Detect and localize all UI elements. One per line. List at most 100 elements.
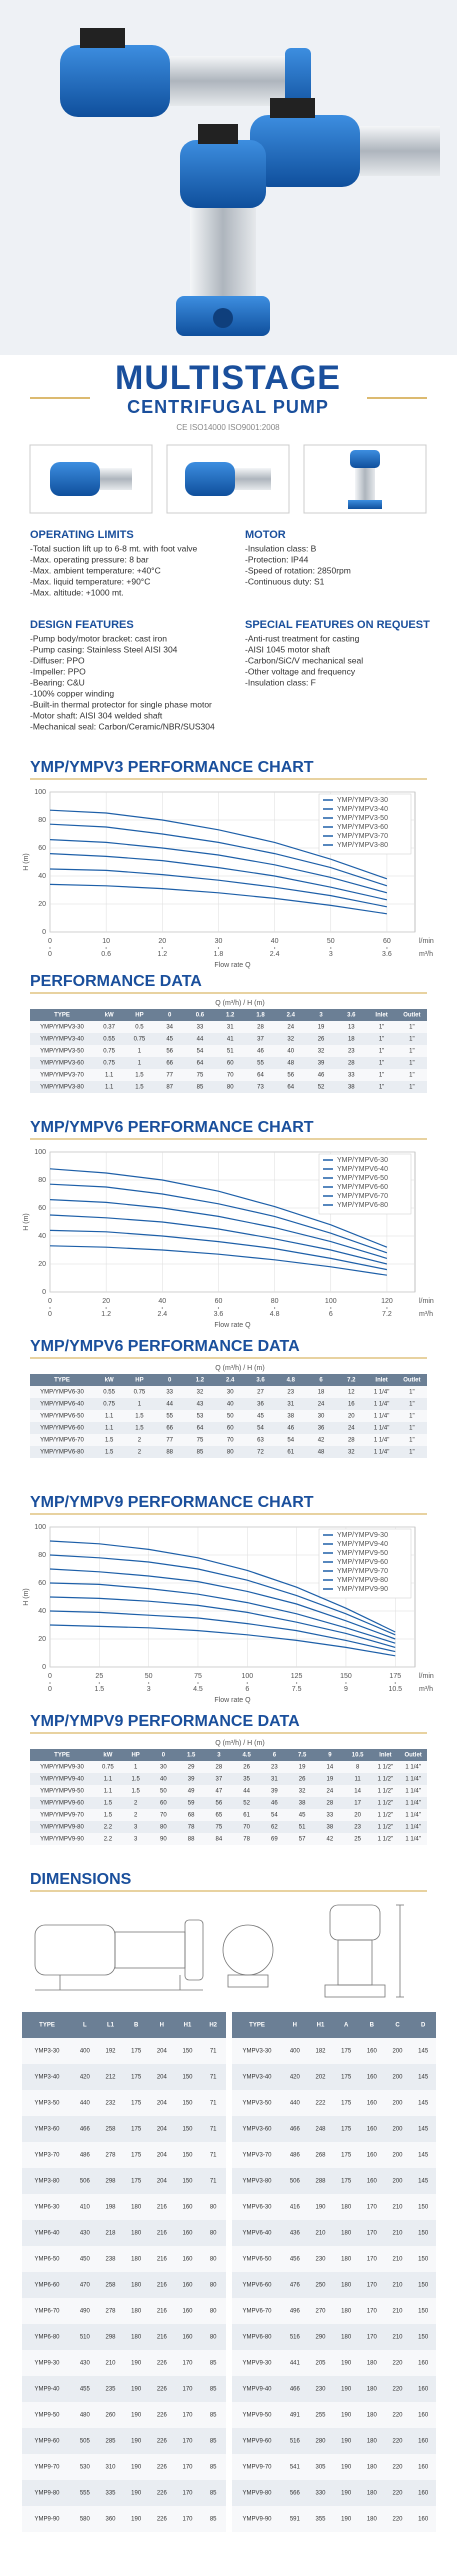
x-tick-label: 25	[95, 1673, 103, 1680]
table-header-cell: Inlet	[375, 1378, 387, 1384]
table-cell: 24	[287, 1025, 294, 1031]
table-cell: 220	[392, 2517, 403, 2523]
table-cell: 78	[243, 1837, 250, 1843]
table-cell: 510	[80, 2335, 91, 2341]
table-cell: 3	[134, 1825, 138, 1831]
table-row	[232, 2402, 436, 2428]
table-cell: 180	[341, 2309, 352, 2315]
table-cell: 204	[157, 2049, 168, 2055]
table-cell: 1.5	[104, 1801, 113, 1807]
table-cell: 198	[105, 2205, 116, 2211]
table-cell: 190	[131, 2491, 142, 2497]
x-tick-label: 150	[340, 1673, 352, 1680]
x-tick-label: 80	[271, 1298, 279, 1305]
table-cell: YMP6-30	[34, 2205, 60, 2211]
table-header-cell: H1	[184, 2023, 192, 2029]
dimension-drawing	[34, 1904, 404, 1998]
table-cell: 555	[80, 2491, 91, 2497]
table-header-cell: 4.5	[242, 1753, 251, 1759]
table-cell: 210	[315, 2231, 326, 2237]
table-cell: 66	[166, 1426, 173, 1432]
table-cell: 36	[318, 1426, 325, 1432]
table-header-cell: 0.6	[196, 1013, 205, 1019]
table-cell: 190	[341, 2465, 352, 2471]
table-cell: 220	[392, 2361, 403, 2367]
table-row	[232, 2298, 436, 2324]
table-cell: 88	[166, 1450, 173, 1456]
table-cell: YMPV6-30	[242, 2205, 272, 2211]
table-header-cell: 10.5	[352, 1753, 364, 1759]
x2-unit: m³/h	[419, 951, 433, 958]
table-cell: YMP6-60	[34, 2283, 60, 2289]
table-cell: 170	[182, 2491, 193, 2497]
table-cell: 2	[138, 1438, 142, 1444]
x2-tick-label: 4.8	[270, 1311, 280, 1318]
table-cell: 84	[216, 1837, 223, 1843]
table-cell: YMPV9-90	[242, 2517, 272, 2523]
table-cell: 47	[216, 1789, 223, 1795]
table-cell: 28	[348, 1438, 355, 1444]
table-row	[30, 1821, 427, 1833]
section-title: DESIGN FEATURES	[30, 619, 134, 631]
table-cell: 1 1/4"	[405, 1777, 420, 1783]
table-cell: 466	[290, 2127, 301, 2133]
table-cell: 1"	[409, 1037, 414, 1043]
table-cell: 430	[80, 2361, 91, 2367]
table-cell: 37	[257, 1037, 264, 1043]
table-cell: 1.1	[105, 1085, 114, 1091]
table-row	[22, 2168, 226, 2194]
hero-image	[0, 0, 457, 355]
table-cell: 466	[290, 2387, 301, 2393]
table-row	[22, 2272, 226, 2298]
y-tick-label: 80	[38, 1177, 46, 1184]
table-cell: 60	[227, 1426, 234, 1432]
table-cell: 180	[131, 2335, 142, 2341]
table-cell: 180	[367, 2465, 378, 2471]
table-cell: 150	[418, 2309, 429, 2315]
table-row	[232, 2272, 436, 2298]
y-tick-label: 60	[38, 1205, 46, 1212]
section-item: -100% copper winding	[30, 688, 114, 698]
table-cell: 160	[418, 2517, 429, 2523]
page-subtitle: CENTRIFUGAL PUMP	[127, 397, 329, 417]
section-item: -Bearing: C&U	[30, 677, 85, 687]
table-cell: 1"	[409, 1450, 414, 1456]
table-cell: YMP/YMPV3-70	[40, 1073, 84, 1079]
table-cell: 3	[134, 1837, 138, 1843]
table-cell: 28	[348, 1061, 355, 1067]
table-cell: 1"	[409, 1085, 414, 1091]
table-header-cell: kW	[103, 1753, 112, 1759]
table-cell: 45	[257, 1414, 264, 1420]
x-tick-label: 120	[381, 1298, 393, 1305]
table-cell: 29	[188, 1765, 195, 1771]
curve	[49, 1245, 388, 1276]
table-cell: 182	[315, 2049, 326, 2055]
table-cell: 486	[290, 2153, 301, 2159]
table-cell: 566	[290, 2491, 301, 2497]
section-item: -Speed of rotation: 2850rpm	[245, 565, 351, 575]
table-cell: 80	[227, 1450, 234, 1456]
table-cell: 1"	[409, 1426, 414, 1432]
table-cell: 258	[105, 2283, 116, 2289]
x-unit: l/min	[419, 938, 434, 945]
table-cell: 204	[157, 2153, 168, 2159]
table-cell: 38	[299, 1801, 306, 1807]
table-cell: 310	[105, 2465, 116, 2471]
table-cell: 28	[327, 1801, 334, 1807]
table-cell: 226	[157, 2465, 168, 2471]
table-cell: 160	[367, 2179, 378, 2185]
table-cell: 71	[210, 2127, 217, 2133]
table-cell: 1.5	[105, 1438, 114, 1444]
table-cell: 180	[341, 2231, 352, 2237]
table-cell: YMP9-80	[34, 2491, 60, 2497]
table-cell: 205	[315, 2361, 326, 2367]
table-cell: YMP9-70	[34, 2465, 60, 2471]
table-cell: 420	[80, 2075, 91, 2081]
table-cell: 2.2	[104, 1837, 113, 1843]
table-row	[30, 1422, 427, 1434]
table-cell: 71	[210, 2101, 217, 2107]
table-cell: 230	[315, 2257, 326, 2263]
table-cell: 190	[131, 2517, 142, 2523]
q-caption: Q (m³/h) / H (m)	[215, 1000, 264, 1007]
table-cell: 226	[157, 2361, 168, 2367]
